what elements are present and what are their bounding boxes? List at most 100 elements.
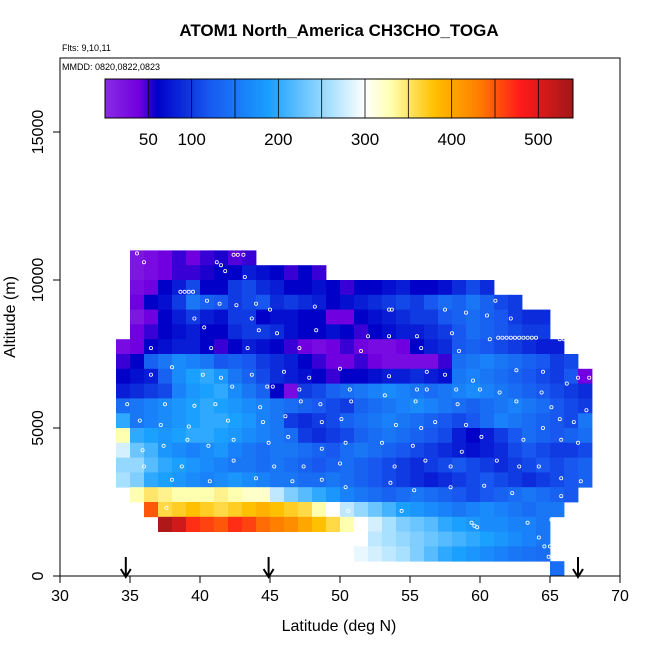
heatmap-cell: [368, 294, 383, 310]
colorbar-segment: [172, 79, 176, 118]
heatmap-cell: [368, 472, 383, 488]
heatmap-cell: [116, 339, 131, 355]
heatmap-cell: [158, 383, 173, 399]
heatmap-cell: [564, 383, 579, 399]
heatmap-cell: [340, 280, 355, 296]
heatmap-cell: [410, 324, 425, 340]
obs-point: [477, 387, 482, 392]
obs-point: [413, 399, 418, 404]
colorbar-segment: [461, 79, 465, 118]
colorbar-segment: [248, 79, 252, 118]
heatmap-cell: [550, 354, 565, 370]
heatmap-cell: [228, 398, 243, 414]
heatmap-cell: [200, 339, 215, 355]
heatmap-cell: [396, 428, 411, 444]
obs-point: [270, 384, 275, 389]
obs-point: [343, 485, 348, 490]
heatmap-cell: [270, 502, 285, 518]
heatmap-cell: [578, 457, 593, 473]
heatmap-cell: [382, 413, 397, 429]
obs-point: [178, 289, 183, 294]
heatmap-cell: [214, 442, 229, 458]
heatmap-cell: [298, 280, 313, 296]
colorbar-segment: [193, 79, 197, 118]
obs-point: [314, 328, 319, 333]
heatmap-cell: [256, 309, 271, 325]
heatmap-cell: [242, 472, 257, 488]
heatmap-cell: [452, 383, 467, 399]
heatmap-cell: [494, 472, 509, 488]
obs-point: [559, 437, 564, 442]
heatmap-cell: [326, 398, 341, 414]
heatmap-cell: [410, 354, 425, 370]
heatmap-cell: [452, 531, 467, 547]
colorbar-segment: [320, 79, 324, 118]
heatmap-cell: [410, 516, 425, 532]
heatmap-cell: [382, 457, 397, 473]
obs-point: [475, 525, 480, 530]
colorbar-segment: [157, 79, 161, 118]
colorbar-segment: [450, 79, 454, 118]
heatmap-cell: [214, 294, 229, 310]
heatmap-cell: [214, 280, 229, 296]
heatmap-cell: [424, 324, 439, 340]
colorbar-segment: [528, 79, 532, 118]
heatmap-cell: [312, 413, 327, 429]
heatmap-cell: [522, 457, 537, 473]
colorbar-segment: [144, 79, 148, 118]
heatmap-cell: [242, 280, 257, 296]
heatmap-cell: [172, 413, 187, 429]
heatmap-cell: [214, 383, 229, 399]
heatmap-cell: [326, 354, 341, 370]
heatmap-cell: [508, 324, 523, 340]
heatmap-cell: [326, 368, 341, 384]
colorbar-segment: [294, 79, 298, 118]
heatmap-cell: [522, 354, 537, 370]
heatmap-cell: [228, 502, 243, 518]
colorbar-segment: [562, 79, 566, 118]
heatmap-cell: [382, 516, 397, 532]
heatmap-cell: [256, 398, 271, 414]
colorbar-segment: [289, 79, 293, 118]
observation-points: [121, 251, 592, 559]
colorbar-segment: [398, 79, 402, 118]
colorbar-segment: [508, 79, 512, 118]
heatmap-cell: [326, 472, 341, 488]
heatmap-cell: [368, 502, 383, 518]
heatmap-cell: [438, 487, 453, 503]
heatmap-cell: [368, 546, 383, 562]
dates-label: MMDD: 0820,0822,0823: [62, 62, 160, 72]
colorbar-segment: [271, 79, 275, 118]
obs-point: [566, 337, 571, 342]
heatmap-cell: [144, 502, 159, 518]
colorbar-segment: [164, 79, 168, 118]
obs-point: [121, 514, 126, 519]
heatmap-cell: [494, 354, 509, 370]
heatmap-cell: [200, 383, 215, 399]
heatmap-cell: [256, 339, 271, 355]
heatmap-cell: [298, 516, 313, 532]
heatmap-cell: [480, 502, 495, 518]
obs-point: [169, 477, 174, 482]
heatmap-cell: [452, 413, 467, 429]
colorbar-segment: [547, 79, 551, 118]
colorbar-segment: [482, 79, 486, 118]
x-tick-label: 40: [191, 588, 209, 605]
heatmap-cell: [536, 354, 551, 370]
obs-point: [578, 479, 583, 484]
heatmap-cell: [326, 413, 341, 429]
obs-point: [253, 301, 258, 306]
obs-point: [214, 260, 219, 265]
heatmap-cell: [452, 487, 467, 503]
obs-point: [158, 422, 163, 427]
heatmap-cell: [256, 487, 271, 503]
heatmap-cell: [200, 413, 215, 429]
colorbar-segment: [268, 79, 272, 118]
colorbar-segment: [539, 79, 543, 118]
obs-point: [204, 298, 209, 303]
heatmap-cell: [158, 354, 173, 370]
heatmap-cell: [228, 339, 243, 355]
heatmap-cell: [298, 442, 313, 458]
heatmap-cell: [424, 383, 439, 399]
x-tick-label: 70: [611, 588, 629, 605]
